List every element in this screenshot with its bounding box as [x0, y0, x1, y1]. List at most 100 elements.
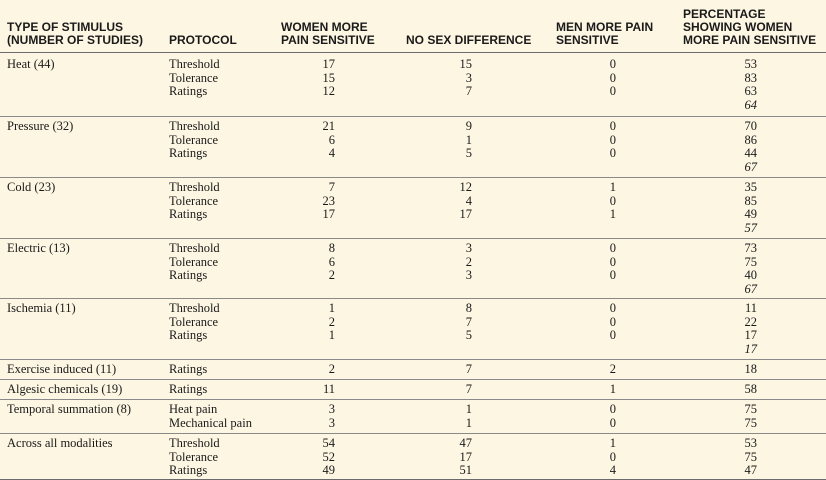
stimulus-label: Cold (23) — [7, 180, 56, 194]
no-difference-cell: 7 — [465, 362, 472, 376]
percentage-cell: 40 — [744, 268, 758, 283]
men-more-cell: 0 — [609, 415, 616, 430]
protocol-cell: Tolerance — [169, 314, 219, 329]
table-row: Ratings 49 51 4 47 — [0, 463, 826, 477]
no-difference-cell: 1 — [465, 415, 472, 430]
percentage-cell: 18 — [744, 362, 758, 376]
no-difference-cell: 5 — [465, 328, 472, 343]
men-more-cell: 0 — [609, 57, 616, 71]
average-percentage-cell: 57 — [744, 220, 758, 235]
men-more-cell: 0 — [609, 254, 616, 269]
no-difference-cell: 3 — [465, 70, 472, 85]
women-more-cell: 7 — [328, 180, 335, 194]
percentage-cell: 53 — [744, 57, 758, 71]
protocol-cell: Threshold — [169, 241, 220, 255]
table-row: Tolerance 23 4 0 85 — [0, 194, 826, 208]
protocol-cell: Ratings — [169, 328, 208, 343]
women-more-cell: 3 — [328, 415, 335, 430]
stimulus-group: Algesic chemicals (19) Ratings 11 7 1 58 — [0, 380, 826, 400]
protocol-cell: Tolerance — [169, 254, 219, 269]
table-row: Ratings 4 5 0 44 — [0, 146, 826, 160]
column-header-line: MORE PAIN SENSITIVE — [683, 33, 817, 47]
men-more-cell: 0 — [609, 449, 616, 464]
table-row: Electric (13) Threshold 8 3 0 73 — [0, 241, 826, 255]
percentage-cell: 73 — [744, 241, 758, 255]
protocol-cell: Ratings — [169, 463, 208, 478]
average-percentage-cell: 17 — [744, 341, 758, 356]
table-row: Cold (23) Threshold 7 12 1 35 — [0, 180, 826, 194]
no-difference-cell: 47 — [459, 436, 473, 450]
table-row: Heat (44) Threshold 17 15 0 53 — [0, 57, 826, 71]
no-difference-cell: 15 — [459, 57, 473, 71]
no-difference-cell: 3 — [465, 241, 472, 255]
women-more-cell: 1 — [328, 301, 335, 315]
stimulus-group: Cold (23) Threshold 7 12 1 35 Tolerance 23 4 0 85 R… — [0, 178, 826, 239]
percentage-cell: 47 — [744, 463, 758, 478]
column-header-line: PROTOCOL — [169, 33, 237, 47]
women-more-cell: 54 — [322, 436, 336, 450]
no-difference-cell: 4 — [465, 193, 472, 208]
men-more-cell: 0 — [609, 84, 616, 99]
men-more-cell: 0 — [609, 268, 616, 283]
protocol-cell: Threshold — [169, 119, 220, 133]
percentage-cell: 17 — [744, 328, 758, 343]
average-percentage-cell: 64 — [744, 97, 758, 112]
stimulus-group: Temporal summation (8) Heat pain 3 1 0 75 Mech… — [0, 400, 826, 434]
table-row: Ratings 12 7 0 63 — [0, 84, 826, 98]
table-row: Algesic chemicals (19) Ratings 11 7 1 58 — [0, 382, 826, 396]
women-more-cell: 23 — [322, 193, 336, 208]
women-more-cell: 2 — [328, 362, 335, 376]
women-more-cell: 12 — [322, 84, 336, 99]
no-difference-cell: 7 — [465, 84, 472, 99]
stimulus-label: Pressure (32) — [7, 119, 74, 133]
men-more-cell: 1 — [609, 436, 616, 450]
no-difference-cell: 3 — [465, 268, 472, 283]
table-header: TYPE OF STIMULUS (NUMBER OF STUDIES) PROTO… — [0, 0, 826, 53]
protocol-cell: Threshold — [169, 57, 220, 71]
women-more-cell: 17 — [322, 57, 336, 71]
women-more-cell: 21 — [322, 119, 336, 133]
women-more-cell: 52 — [322, 449, 336, 464]
percentage-cell: 75 — [744, 254, 758, 269]
table-row: Tolerance 6 2 0 75 — [0, 255, 826, 269]
protocol-cell: Threshold — [169, 436, 220, 450]
average-row: 57 — [0, 221, 826, 235]
women-more-cell: 4 — [328, 146, 335, 161]
stimulus-label: Temporal summation (8) — [7, 402, 132, 416]
average-row: 17 — [0, 342, 826, 356]
percentage-cell: 85 — [744, 193, 758, 208]
average-percentage-cell: 67 — [744, 281, 758, 296]
column-header-nodiff: NO SEX DIFFERENCE — [406, 34, 531, 47]
column-header-line: SHOWING WOMEN — [683, 20, 793, 34]
men-more-cell: 1 — [609, 180, 616, 194]
percentage-cell: 75 — [744, 449, 758, 464]
men-more-cell: 1 — [609, 382, 616, 396]
table-row: Across all modalities Threshold 54 47 1 53 — [0, 436, 826, 450]
women-more-cell: 2 — [328, 314, 335, 329]
percentage-cell: 70 — [744, 119, 758, 133]
protocol-cell: Ratings — [169, 382, 208, 396]
column-header-line: PAIN SENSITIVE — [281, 33, 375, 47]
protocol-cell: Tolerance — [169, 449, 219, 464]
stimulus-label: Exercise induced (11) — [7, 362, 117, 376]
men-more-cell: 2 — [609, 362, 616, 376]
stimulus-group: Across all modalities Threshold 54 47 1 53 Tol… — [0, 434, 826, 480]
table-row: Ratings 17 17 1 49 — [0, 207, 826, 221]
percentage-cell: 35 — [744, 180, 758, 194]
column-header-line: WOMEN MORE — [281, 20, 368, 34]
women-more-cell: 6 — [328, 132, 335, 147]
stimulus-group: Exercise induced (11) Ratings 2 7 2 18 — [0, 360, 826, 380]
men-more-cell: 1 — [609, 207, 616, 222]
men-more-cell: 0 — [609, 402, 616, 416]
stimulus-group: Heat (44) Threshold 17 15 0 53 Tolerance 15 3 0 83… — [0, 55, 826, 117]
table-row: Tolerance 6 1 0 86 — [0, 133, 826, 147]
stimulus-group: Pressure (32) Threshold 21 9 0 70 Tolerance 6 1 0… — [0, 117, 826, 178]
column-header-line: TYPE OF STIMULUS — [7, 20, 124, 34]
percentage-cell: 83 — [744, 70, 758, 85]
protocol-cell: Tolerance — [169, 193, 219, 208]
protocol-cell: Threshold — [169, 301, 220, 315]
men-more-cell: 0 — [609, 301, 616, 315]
no-difference-cell: 1 — [465, 402, 472, 416]
average-row: 64 — [0, 98, 826, 112]
